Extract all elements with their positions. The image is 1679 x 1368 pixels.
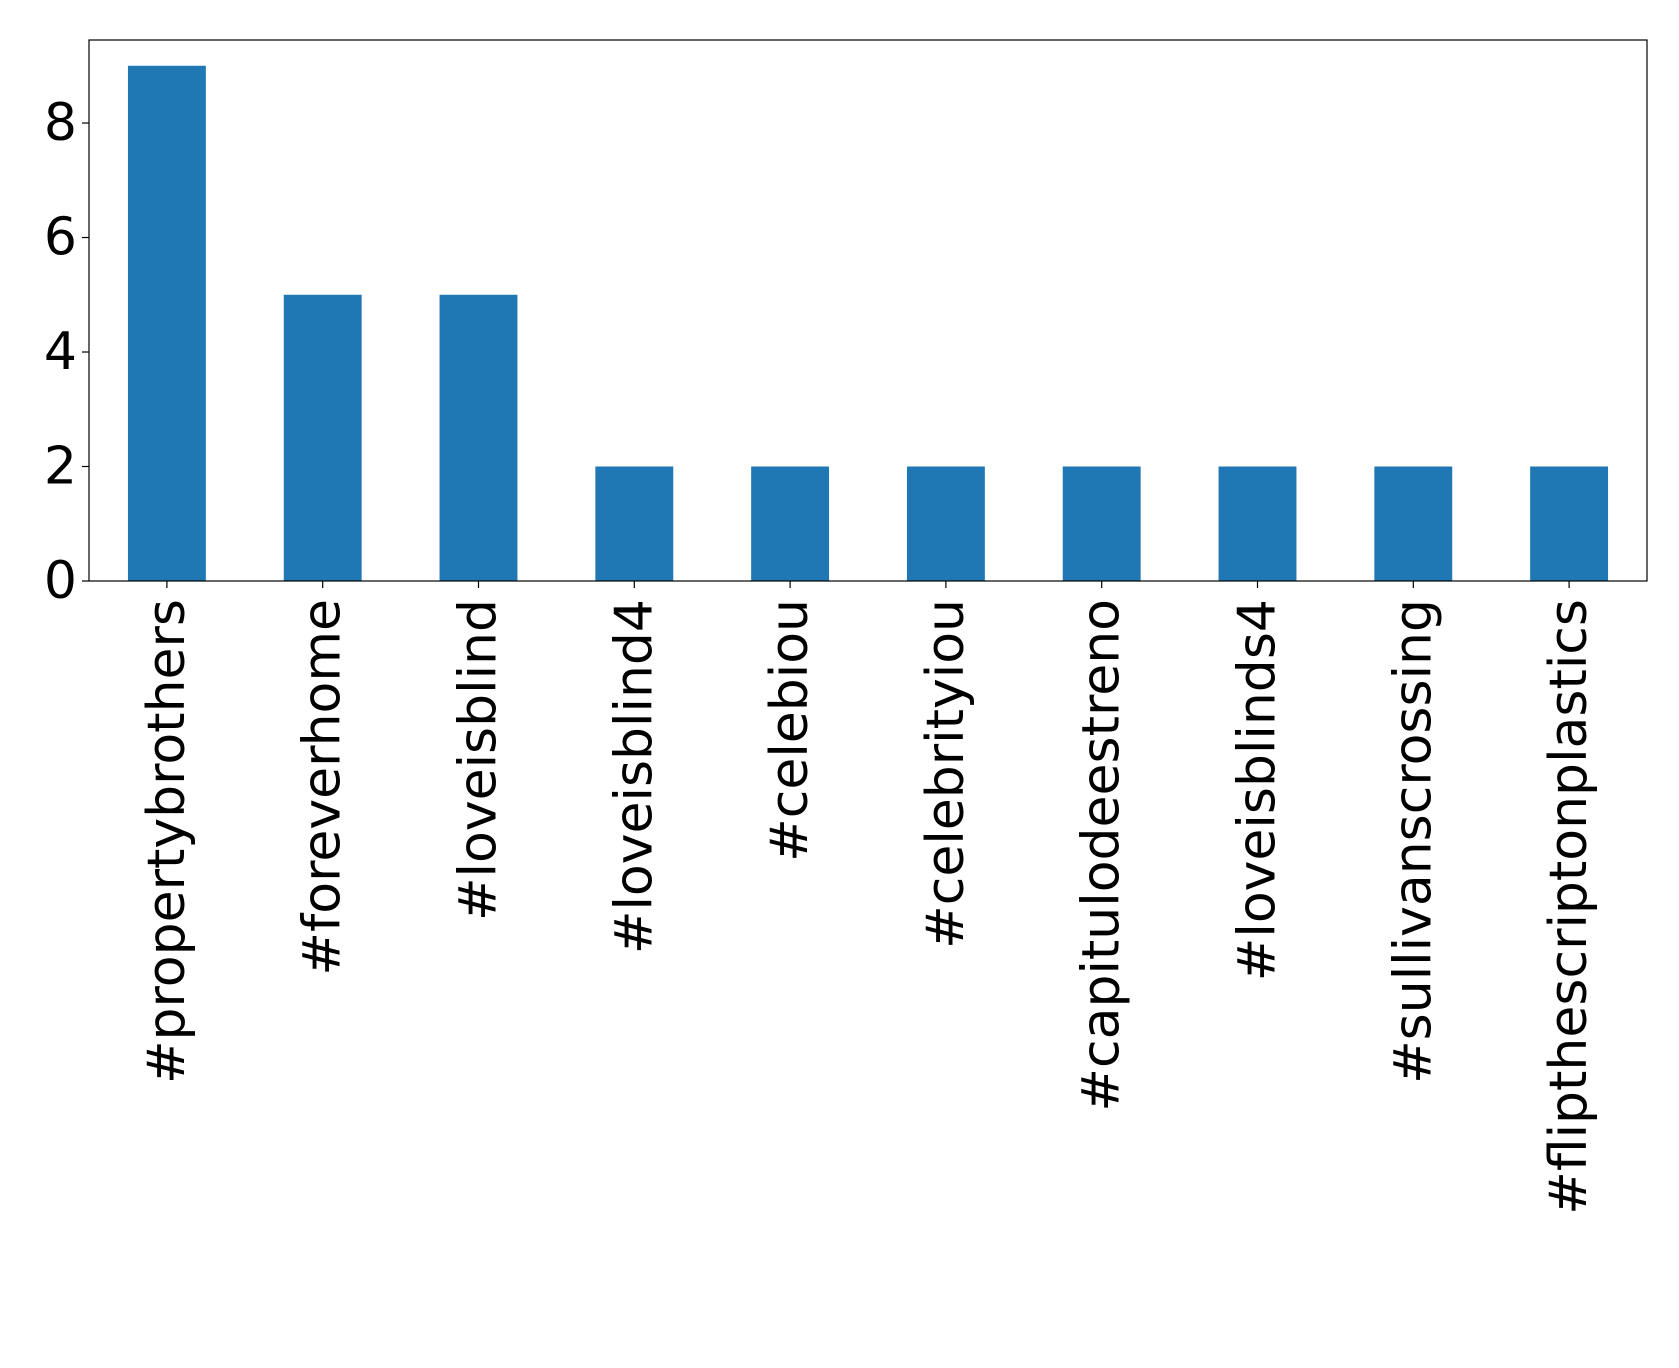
- x-tick-label: #flipthescriptonplastics: [1539, 599, 1599, 1215]
- x-tick-label: #celebiou: [760, 599, 820, 862]
- y-tick-label: 2: [44, 437, 77, 497]
- bar: [283, 294, 362, 581]
- bar: [439, 294, 518, 581]
- bar: [595, 466, 674, 581]
- bar: [751, 466, 830, 581]
- y-tick-label: 0: [44, 551, 77, 611]
- x-tick-label: #loveisblind: [449, 599, 509, 921]
- x-tick-label: #capitulodeestreno: [1072, 599, 1132, 1112]
- bar: [906, 466, 985, 581]
- x-tick-label: #foreverhome: [293, 599, 353, 976]
- bar: [1218, 466, 1297, 581]
- bar: [1062, 466, 1141, 581]
- x-tick-label: #loveisblind4: [604, 599, 664, 954]
- y-tick-label: 6: [44, 208, 77, 268]
- bar: [1530, 466, 1609, 581]
- x-tick-label: #celebrityiou: [916, 599, 976, 949]
- plot-frame: [88, 39, 1648, 582]
- bar: [127, 65, 206, 581]
- x-tick-label: #sullivanscrossing: [1383, 599, 1443, 1084]
- x-tick-label: #loveisblinds4: [1228, 599, 1288, 981]
- bar: [1374, 466, 1453, 581]
- y-tick-label: 8: [44, 93, 77, 153]
- y-tick-label: 4: [44, 322, 77, 382]
- x-tick-label: #propertybrothers: [137, 599, 197, 1084]
